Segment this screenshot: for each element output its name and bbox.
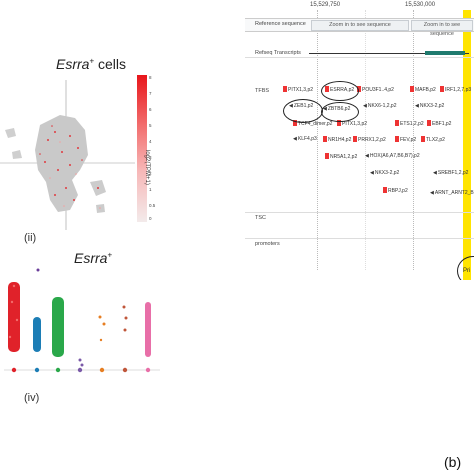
tfbs-site: IRF1,2,7,p3 (440, 86, 471, 93)
tfbs-site: POU3F1..4,p2 (357, 86, 394, 93)
tfbs-site: TCF4_dimer,p2 (293, 120, 332, 127)
tfbs-site: ◀NKX6-1,2,p2 (363, 103, 397, 109)
colorbar-label: log2(TPM+1) (144, 150, 150, 185)
tfbs-site: EBF1,p2 (427, 120, 451, 127)
colorbar-tick: 4 (149, 139, 152, 144)
refseq-label: Refseq Transcripts (255, 50, 301, 56)
colorbar-ticks: 8 7 6 5 4 3 2 1 0.5 0 (149, 75, 163, 222)
colorbar-tick: 5 (149, 123, 152, 128)
tfbs-site: NR1H4,p2 (323, 136, 351, 143)
tfbs-site: PITX1,3,p2 (283, 86, 313, 93)
tfbs-site: RBPJ,p2 (383, 187, 408, 194)
colorbar-tick: 8 (149, 75, 152, 80)
panel-iv-label: (iv) (24, 392, 40, 404)
highlight-column (463, 10, 471, 280)
expression-strip-plot (4, 268, 160, 373)
tfbs-site: ◀SREBF1,2,p2 (433, 170, 469, 176)
tfbs-site: ◀NKX3-2,p2 (370, 170, 400, 176)
refseq-track-line (309, 53, 469, 54)
coord-left: 15,529,750 (310, 2, 341, 8)
zbtb6-circle (321, 102, 359, 122)
ref-seq-label: Reference sequence (255, 21, 306, 27)
refseq-exon (425, 51, 465, 55)
tsc-label: TSC (255, 215, 266, 221)
tfbs-site: TLX2,p2 (421, 136, 445, 143)
tfbs-site: ◀NKX3-2,p2 (415, 103, 445, 109)
colorbar-tick: 0 (149, 216, 152, 221)
colorbar-tick: 0.5 (149, 203, 156, 208)
tfbs-label: TFBS (255, 88, 270, 94)
promoters-label: promoters (255, 241, 280, 247)
zeb1-circle (283, 99, 323, 123)
panel-ii-label: (ii) (24, 232, 37, 244)
coordinate-ruler: 15,529,750 15,530,000 (245, 0, 474, 14)
zoom-in-button[interactable]: Zoom in to see sequence (411, 20, 473, 37)
genome-browser: 15,529,750 15,530,000 Reference sequence… (245, 0, 474, 280)
promoter-partial-label: Pri (463, 268, 471, 274)
panel-esrra-title: Esrra+ (74, 250, 113, 266)
tfbs-site: ◀HOX(A6,A7,B6,B7),p2 (365, 153, 420, 159)
panel-cells-title: Esrra+ cells (56, 56, 127, 72)
tfbs-site: FEV,p2 (395, 136, 416, 143)
tfbs-site: MAFB,p2 (410, 86, 436, 93)
tfbs-site: PITX1,3,p2 (337, 120, 367, 127)
colorbar-tick: 3 (149, 155, 152, 160)
tfbs-site: ◀KLF4,p3 (293, 136, 317, 142)
tfbs-site: NR5A1,2,p2 (325, 153, 357, 160)
tfbs-site: ◀ARNT_ARNT2_B (430, 190, 474, 196)
esrra-circle (321, 81, 359, 101)
coord-right: 15,530,000 (405, 2, 436, 8)
tsne-plot (0, 80, 135, 230)
colorbar-tick: 7 (149, 91, 152, 96)
promoter-circle (457, 256, 474, 280)
colorbar-tick: 6 (149, 107, 152, 112)
zoom-in-button[interactable]: Zoom in to see sequence (311, 20, 409, 31)
colorbar-tick: 2 (149, 171, 152, 176)
tfbs-site: ETS1,2,p2 (395, 120, 424, 127)
colorbar (137, 75, 147, 222)
panel-b-label: (b) (444, 454, 462, 470)
colorbar-tick: 1 (149, 187, 152, 192)
tfbs-site: PRRX1,2,p2 (353, 136, 386, 143)
